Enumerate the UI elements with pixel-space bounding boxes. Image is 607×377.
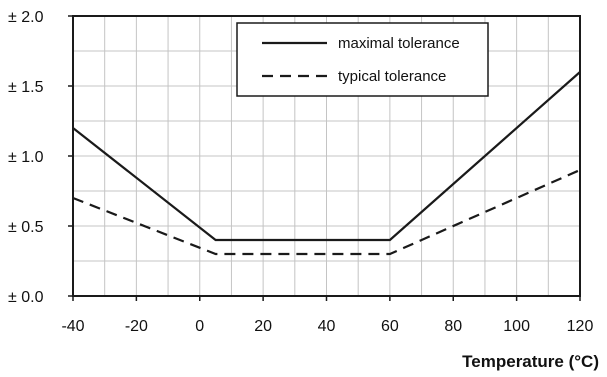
x-tick-label: 20 bbox=[254, 318, 272, 335]
y-tick-label: ± 0.0 bbox=[8, 289, 44, 306]
y-tick-label: ± 0.5 bbox=[8, 219, 44, 236]
x-tick-label: 80 bbox=[444, 318, 462, 335]
series-layer bbox=[72, 71, 581, 256]
y-tick-label: ± 1.0 bbox=[8, 149, 44, 166]
x-tick-label: -40 bbox=[61, 318, 84, 335]
legend-label: typical tolerance bbox=[338, 68, 446, 85]
y-tick-label: ± 1.5 bbox=[8, 79, 44, 96]
x-tick-label: 0 bbox=[195, 318, 204, 335]
series-line-maximal-tolerance bbox=[72, 71, 581, 242]
y-axis-ticks: ± 0.0 ± 0.5 ± 1.0 ± 1.5 ± 2.0 bbox=[8, 9, 73, 306]
x-tick-label: -20 bbox=[125, 318, 148, 335]
y-tick-label: ± 2.0 bbox=[8, 9, 44, 26]
legend: maximal tolerance typical tolerance bbox=[236, 22, 489, 97]
legend-label: maximal tolerance bbox=[338, 35, 460, 52]
x-tick-label: 120 bbox=[567, 318, 594, 335]
series-line-typical-tolerance bbox=[72, 168, 581, 256]
x-axis-ticks: -40 -20 0 20 40 60 80 100 120 bbox=[61, 296, 593, 335]
x-tick-label: 40 bbox=[318, 318, 336, 335]
x-tick-label: 100 bbox=[503, 318, 530, 335]
legend-box bbox=[236, 22, 489, 97]
x-tick-label: 60 bbox=[381, 318, 399, 335]
x-axis-title: Temperature (°C) bbox=[462, 352, 599, 371]
